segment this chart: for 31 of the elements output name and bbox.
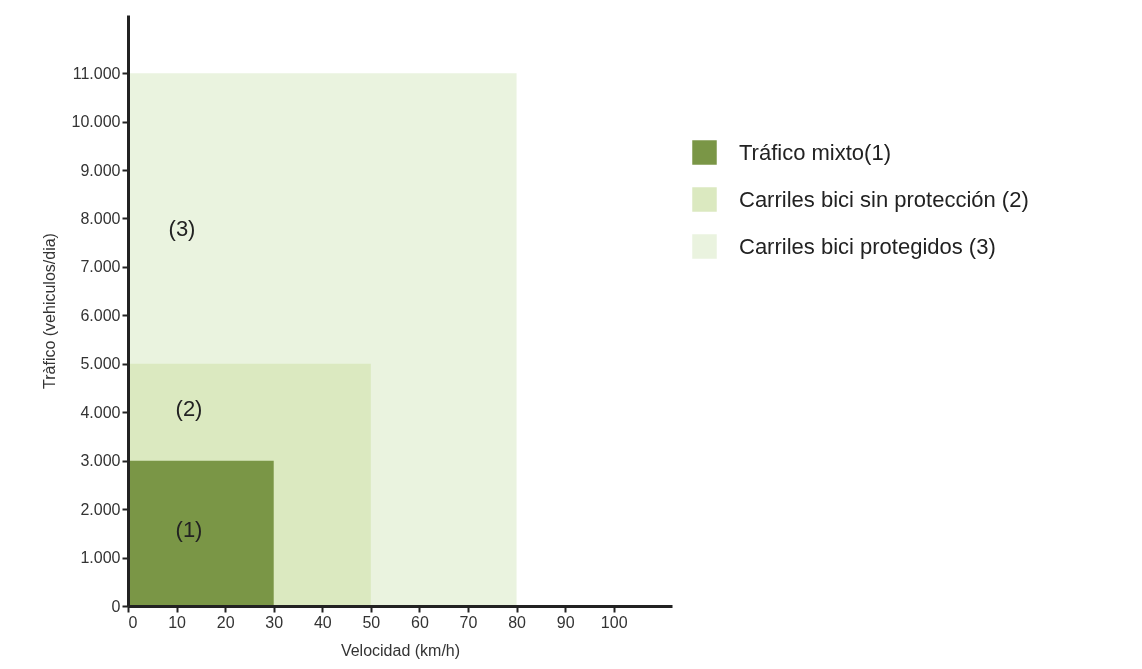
x-tick-label: 0 [128,613,138,631]
y-tick-label: 2.000 [80,500,121,518]
y-tick-label: 5.000 [80,355,121,373]
y-tick-label: 4.000 [80,403,121,421]
x-axis-title: Velocidad (km/h) [340,641,461,659]
y-tick-label: 8.000 [80,209,121,227]
x-tick-label: 80 [508,613,527,631]
annotation: (2) [175,396,203,421]
x-tick-label: 90 [556,613,575,631]
y-axis-title: Tràfico (vehiculos/dia) [40,233,58,389]
y-tick-label: 9.000 [80,161,121,179]
x-tick-label: 50 [362,613,381,631]
annotation: (1) [175,517,203,542]
y-tick-label: 0 [111,597,121,615]
x-tick-label: 10 [168,613,187,631]
x-tick-label: 60 [411,613,429,631]
x-tick-label: 100 [600,613,628,631]
legend-label: Tráfico mixto(1) [739,139,891,165]
x-tick-label: 20 [216,613,235,631]
x-tick-label: 40 [313,613,332,631]
y-tick-label: 10.000 [71,113,121,131]
y-tick-label: 3.000 [80,452,121,470]
legend-label: Carriles bici sin protección (2) [739,186,1029,212]
y-tick-label: 11.000 [72,64,121,82]
y-tick-label: 1.000 [80,549,121,567]
x-tick-label: 70 [459,613,478,631]
legend-label: Carriles bici protegidos (3) [739,233,996,259]
x-tick-label: 30 [265,613,284,631]
y-tick-label: 6.000 [80,306,121,324]
y-tick-label: 7.000 [80,258,121,276]
annotation: (3) [168,216,196,241]
